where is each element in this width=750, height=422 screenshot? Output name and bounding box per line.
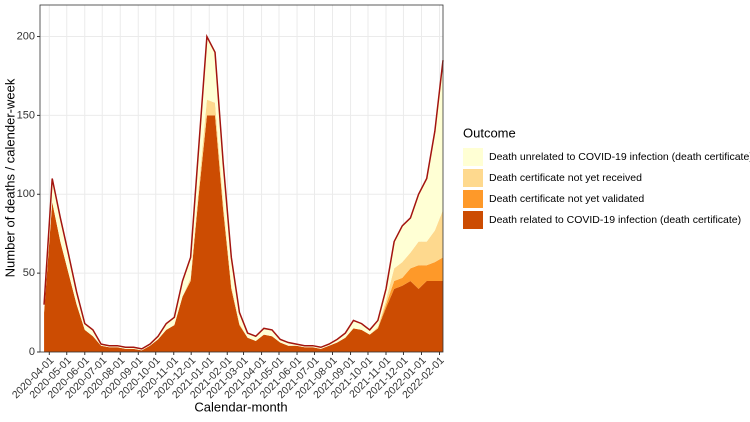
y-tick-label: 0 bbox=[29, 346, 35, 358]
y-tick-label: 200 bbox=[17, 30, 35, 42]
legend-key bbox=[463, 148, 483, 166]
total-outline bbox=[43, 33, 444, 350]
legend-label: Death certificate not yet validated bbox=[489, 193, 644, 205]
area bbox=[44, 115, 443, 352]
legend-label: Death related to COVID-19 infection (dea… bbox=[489, 214, 741, 226]
plot-border bbox=[39, 4, 444, 353]
legend-title: Outcome bbox=[463, 125, 516, 140]
y-axis-title: Number of deaths / calender-week bbox=[2, 78, 17, 277]
y-tick-label: 100 bbox=[17, 188, 35, 200]
plot-background bbox=[40, 5, 443, 352]
legend-label: Death certificate not yet received bbox=[489, 172, 642, 184]
y-tick-label: 150 bbox=[17, 109, 35, 121]
legend-key bbox=[463, 169, 483, 187]
legend-label: Death unrelated to COVID-19 infection (d… bbox=[489, 151, 750, 163]
legend-key bbox=[463, 190, 483, 208]
x-axis-title: Calendar-month bbox=[194, 399, 287, 414]
y-tick-label: 50 bbox=[23, 267, 35, 279]
legend-key bbox=[463, 211, 483, 229]
